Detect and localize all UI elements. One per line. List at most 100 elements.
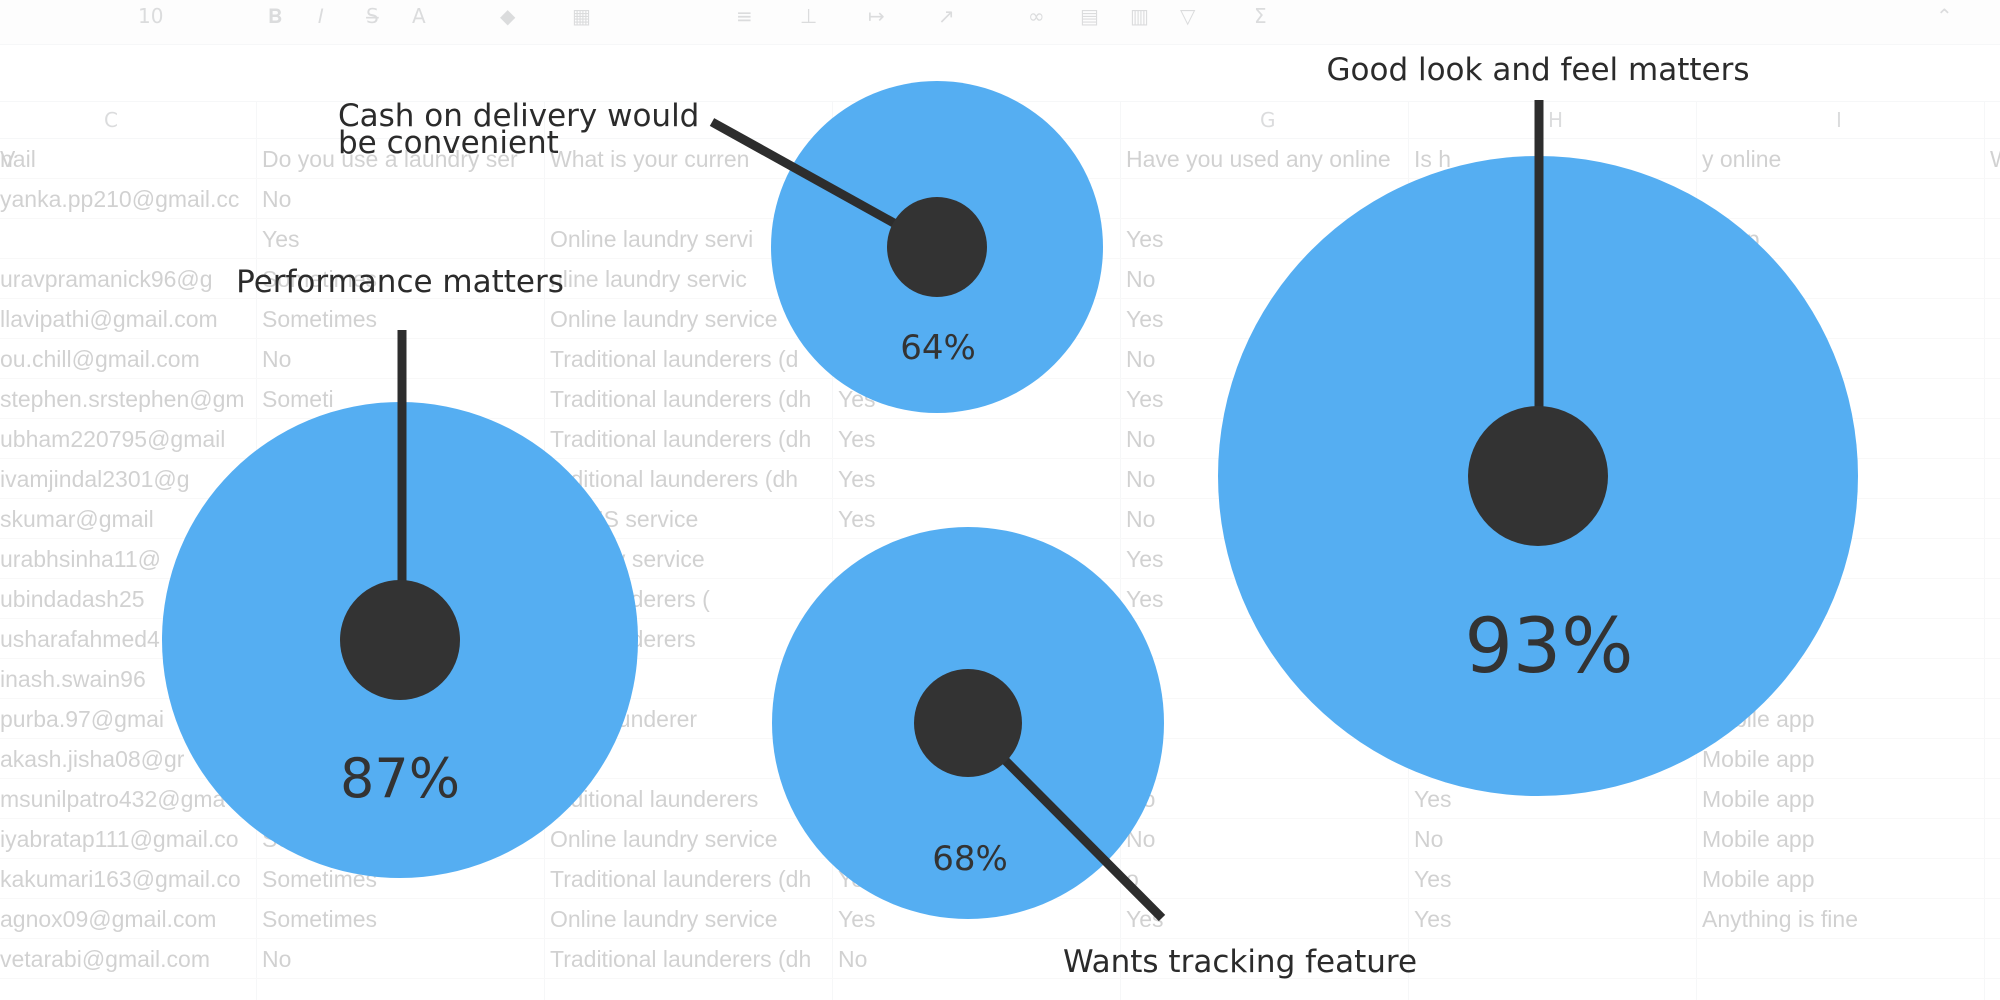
toolbar: 10 𝐁 𝐼 S̶ A ◆ ▦ ≡ ⊥ ↦ ↗ ∞ ▤ ▥ ▽ Σ ⌃ — [0, 0, 2000, 45]
table-cell[interactable]: Yes — [838, 906, 876, 932]
table-cell[interactable]: agnox09@gmail.com — [0, 906, 217, 932]
table-cell[interactable]: Yes — [838, 466, 876, 492]
table-cell[interactable]: msunilpatro432@gma — [0, 786, 226, 812]
bubble-label-line-2: be convenient — [338, 125, 559, 161]
table-cell[interactable]: Yes — [838, 506, 876, 532]
align-icon[interactable]: ≡ — [736, 4, 753, 28]
table-cell[interactable]: Yes — [1414, 866, 1452, 892]
column-header-h[interactable]: H — [1548, 108, 1564, 132]
table-cell[interactable]: Yes — [838, 426, 876, 452]
table-cell[interactable]: nail — [0, 146, 36, 172]
table-cell[interactable]: Online laundry service — [550, 306, 778, 332]
table-cell[interactable]: llavipathi@gmail.com — [0, 306, 218, 332]
filter-icon[interactable]: ▽ — [1180, 4, 1196, 28]
table-cell[interactable]: inash.swain96 — [0, 666, 146, 692]
table-cell[interactable]: Sometimes — [262, 266, 378, 292]
table-cell[interactable]: No — [1126, 506, 1156, 532]
table-cell[interactable]: stephen.srstephen@gm — [0, 386, 245, 412]
table-cell[interactable]: Online laundry service — [550, 826, 778, 852]
table-cell[interactable]: What is your curren — [550, 146, 750, 172]
table-cell[interactable]: kakumari163@gmail.co — [0, 866, 241, 892]
table-cell[interactable]: Mobile app — [1702, 786, 1815, 812]
table-cell[interactable]: skumar@gmail — [0, 506, 154, 532]
table-cell[interactable]: raditional launderers — [550, 786, 759, 812]
table-cell[interactable]: uravpramanick96@g — [0, 266, 213, 292]
table-cell[interactable]: Mobile app — [1702, 826, 1815, 852]
table-cell[interactable]: Traditional launderers (dh — [550, 426, 812, 452]
table-cell[interactable]: Have you used any online — [1126, 146, 1391, 172]
strikethrough-icon[interactable]: S̶ — [366, 4, 379, 28]
table-cell[interactable]: iyabratap111@gmail.co — [0, 826, 239, 852]
table-cell[interactable]: Yes — [262, 226, 300, 252]
bubble-value: 64% — [900, 328, 976, 368]
table-cell[interactable]: Yes — [1126, 546, 1164, 572]
table-row: vetarabi@gmail.com No Traditional laundere… — [0, 938, 2000, 979]
table-cell[interactable]: nline laundry servic — [550, 266, 747, 292]
table-cell[interactable]: ubindadash25 — [0, 586, 145, 612]
column-header-i[interactable]: I — [1836, 108, 1842, 132]
italic-icon[interactable]: 𝐼 — [318, 4, 324, 28]
table-cell[interactable]: No — [838, 946, 868, 972]
table-cell[interactable]: raditional launderers (dh — [550, 466, 799, 492]
comment-icon[interactable]: ▤ — [1080, 4, 1099, 28]
table-cell[interactable]: No — [1126, 346, 1156, 372]
table-cell[interactable]: usharafahmed4 — [0, 626, 160, 652]
table-cell[interactable]: ivamjindal2301@g — [0, 466, 190, 492]
table-cell[interactable]: No — [262, 346, 292, 372]
table-cell[interactable]: Sometimes — [262, 906, 378, 932]
table-cell[interactable]: Sometimes — [262, 306, 378, 332]
chart-icon[interactable]: ▥ — [1130, 4, 1149, 28]
table-cell[interactable]: No — [1414, 826, 1444, 852]
function-icon[interactable]: Σ — [1254, 4, 1267, 28]
font-size-field[interactable]: 10 — [138, 4, 164, 28]
table-cell[interactable]: Yes — [1414, 906, 1452, 932]
table-cell[interactable]: ou.chill@gmail.com — [0, 346, 200, 372]
link-icon[interactable]: ∞ — [1028, 4, 1045, 28]
table-cell[interactable]: V — [0, 146, 16, 172]
valign-icon[interactable]: ⊥ — [800, 4, 818, 28]
column-header-c[interactable]: C — [104, 108, 118, 132]
table-cell[interactable]: akash.jisha08@gr — [0, 746, 185, 772]
table-cell[interactable]: Is h — [1414, 146, 1452, 172]
borders-icon[interactable]: ▦ — [572, 4, 591, 28]
table-cell[interactable]: Yes — [1126, 226, 1164, 252]
bubble-value: 68% — [932, 839, 1008, 879]
fill-color-icon[interactable]: ◆ — [500, 4, 516, 28]
table-cell[interactable]: purba.97@gmai — [0, 706, 164, 732]
table-cell[interactable]: urabhsinha11@ — [0, 546, 162, 572]
wrap-icon[interactable]: ↦ — [868, 4, 885, 28]
table-cell[interactable]: ubham220795@gmail — [0, 426, 226, 452]
table-cell[interactable]: y online — [1702, 146, 1782, 172]
table-cell[interactable]: Mobile app — [1702, 746, 1815, 772]
rotate-icon[interactable]: ↗ — [938, 4, 955, 28]
table-cell[interactable]: Traditional launderers (dh — [550, 386, 812, 412]
table-cell[interactable]: No — [1126, 466, 1156, 492]
text-color-icon[interactable]: A — [412, 4, 426, 28]
table-cell[interactable]: Mobile app — [1702, 866, 1815, 892]
table-cell[interactable]: No — [1126, 426, 1156, 452]
table-cell[interactable]: No — [262, 946, 292, 972]
table-cell[interactable]: No — [262, 186, 292, 212]
table-cell[interactable]: vetarabi@gmail.com — [0, 946, 210, 972]
table-cell[interactable]: Yes — [1126, 386, 1164, 412]
table-cell[interactable]: Online laundry service — [550, 906, 778, 932]
table-cell[interactable]: Yes — [1126, 586, 1164, 612]
table-cell[interactable]: Anything is fine — [1702, 906, 1858, 932]
table-cell[interactable]: Do you use a laundry ser — [262, 146, 518, 172]
table-cell[interactable]: yanka.pp210@gmail.cc — [0, 186, 240, 212]
table-cell[interactable]: Traditional launderers (d — [550, 346, 799, 372]
collapse-icon[interactable]: ⌃ — [1936, 4, 1953, 28]
table-cell[interactable]: Online laundry servi — [550, 226, 754, 252]
table-cell[interactable]: No — [1126, 266, 1156, 292]
column-header-g[interactable]: G — [1260, 108, 1276, 132]
table-cell[interactable]: Yes — [1126, 306, 1164, 332]
bubble-value: 87% — [340, 747, 460, 810]
table-cell[interactable]: Which is a better medium — [1990, 146, 2000, 173]
bold-icon[interactable]: 𝐁 — [268, 4, 283, 28]
bubble-center — [1468, 406, 1608, 546]
table-cell[interactable]: Someti — [262, 386, 334, 412]
table-cell[interactable]: Traditional launderers (dh — [550, 866, 812, 892]
table-cell[interactable]: Traditional launderers (dh — [550, 946, 812, 972]
table-cell[interactable]: Yes — [1414, 786, 1452, 812]
